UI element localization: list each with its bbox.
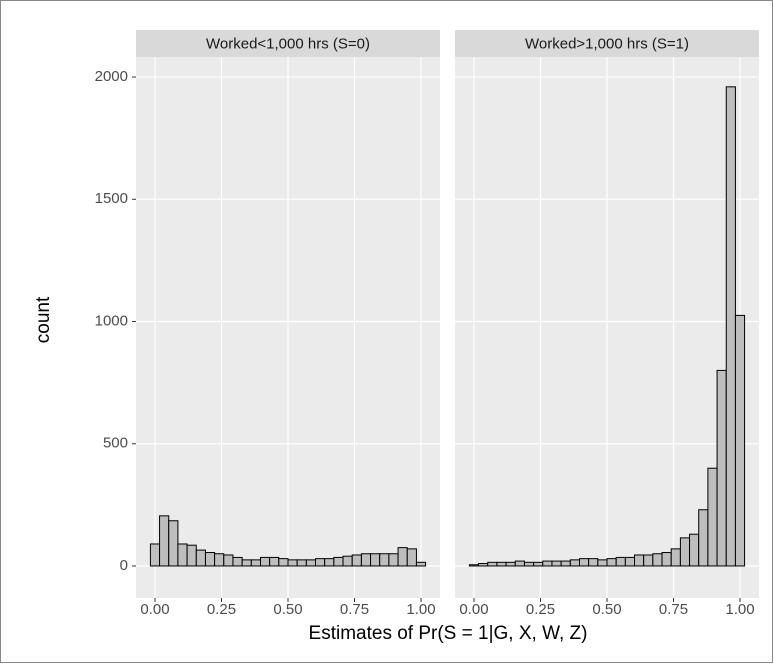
- bar: [514, 560, 525, 567]
- bar: [725, 86, 736, 567]
- bar: [168, 520, 179, 567]
- bar: [652, 553, 663, 567]
- strip-label: Worked>1,000 hrs (S=1): [525, 35, 689, 52]
- x-axis-title: Estimates of Pr(S = 1|G, X, W, Z): [309, 623, 588, 644]
- bar: [533, 561, 544, 567]
- bar: [523, 561, 535, 567]
- bar: [487, 561, 498, 567]
- x-tick-label: 0.50: [592, 601, 621, 618]
- x-tick-label: 0.25: [207, 601, 236, 618]
- x-tick-label: 0.75: [340, 601, 369, 618]
- bar: [250, 559, 261, 567]
- bar: [296, 559, 307, 567]
- bar: [615, 556, 626, 567]
- bar: [624, 556, 636, 567]
- y-tick-label: 500: [103, 435, 128, 452]
- x-tick-label: 0.00: [140, 601, 169, 618]
- bar: [406, 548, 417, 567]
- bar: [597, 559, 608, 567]
- x-tick-label: 0.50: [273, 601, 302, 618]
- bar: [177, 543, 188, 567]
- y-tick-label: 1000: [95, 312, 128, 329]
- bar: [360, 553, 372, 567]
- x-tick-label: 1.00: [406, 601, 435, 618]
- bar: [214, 553, 225, 567]
- strip-background: [136, 30, 440, 57]
- y-tick-label: 2000: [95, 68, 128, 85]
- bar: [588, 558, 599, 567]
- bar: [468, 564, 480, 567]
- bar: [232, 556, 243, 567]
- bar: [578, 558, 590, 567]
- bar: [551, 560, 562, 567]
- x-tick-label: 0.25: [526, 601, 555, 618]
- y-axis-title: count: [33, 296, 54, 343]
- bar: [241, 559, 252, 567]
- bar: [415, 561, 427, 567]
- x-tick-label: 1.00: [725, 601, 754, 618]
- bar: [315, 558, 326, 567]
- y-tick-label: 0: [120, 557, 128, 574]
- bar: [186, 544, 197, 567]
- bar: [333, 556, 344, 567]
- x-tick-label: 0.75: [659, 601, 688, 618]
- bar: [569, 559, 580, 567]
- bar: [634, 554, 645, 567]
- bar: [397, 547, 408, 567]
- bar: [223, 554, 234, 567]
- bar: [269, 556, 280, 567]
- bar: [734, 314, 746, 567]
- bar: [287, 559, 298, 567]
- bar: [661, 552, 672, 567]
- bar: [643, 554, 654, 567]
- strip-background: [455, 30, 759, 57]
- bar: [370, 553, 381, 567]
- bar: [159, 515, 170, 567]
- bar: [305, 559, 317, 567]
- bar: [342, 555, 353, 567]
- bar: [478, 563, 489, 567]
- bar: [716, 369, 727, 567]
- strip-label: Worked<1,000 hrs (S=0): [206, 35, 370, 52]
- bar: [195, 549, 206, 567]
- bar: [259, 556, 271, 567]
- bar: [351, 554, 362, 567]
- bar: [496, 561, 507, 567]
- bar: [278, 558, 289, 567]
- bar: [388, 553, 399, 567]
- bar: [560, 560, 571, 567]
- x-tick-label: 0.00: [459, 601, 488, 618]
- bar: [505, 561, 516, 567]
- y-tick-label: 1500: [95, 190, 128, 207]
- bar: [542, 560, 553, 567]
- bar: [204, 552, 216, 567]
- bar: [324, 558, 335, 567]
- bar: [679, 537, 691, 567]
- bar: [606, 558, 617, 567]
- bar: [670, 548, 681, 567]
- bar: [707, 467, 718, 567]
- bar: [149, 543, 161, 567]
- bar: [689, 533, 700, 567]
- bar: [379, 553, 390, 567]
- bar: [698, 509, 709, 567]
